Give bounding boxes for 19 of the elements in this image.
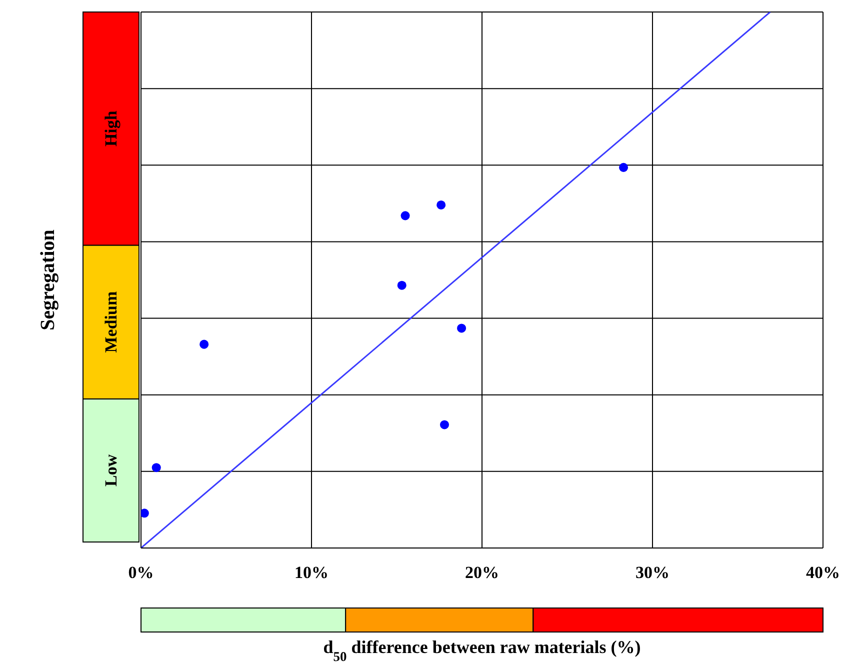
text: High <box>102 110 120 147</box>
text: Low <box>102 454 120 487</box>
point <box>152 463 161 472</box>
x-axis-title: d$_{50}$ difference between raw materials (%) <box>323 637 641 664</box>
point <box>440 420 450 430</box>
x-tick-label: 40% <box>806 563 840 582</box>
point <box>619 162 628 172</box>
point <box>436 200 446 210</box>
y-axis-title: Segregation <box>37 230 59 330</box>
x-tick-label: 10% <box>294 563 328 582</box>
point <box>141 508 149 518</box>
x-tick-label: 30% <box>636 563 670 582</box>
point <box>457 324 466 333</box>
text: Medium <box>102 291 120 353</box>
x-tick-label: 0% <box>128 563 154 582</box>
x-tick-label: 20% <box>465 563 499 582</box>
point <box>200 340 209 349</box>
point <box>397 280 406 290</box>
point <box>400 211 410 220</box>
